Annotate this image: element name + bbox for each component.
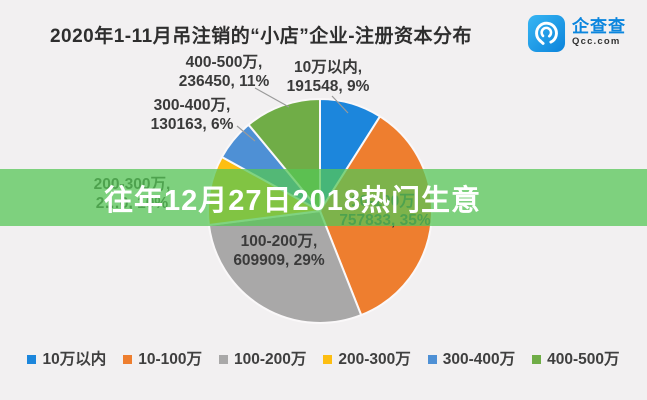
legend-marker <box>123 354 133 364</box>
slice-label-value: 609909, 29% <box>233 251 325 269</box>
slice-label-value: 236450, 11% <box>178 72 270 90</box>
legend-item-10-100万: 10-100万 <box>123 347 202 369</box>
legend-marker <box>27 354 37 364</box>
legend-item-300-400万: 300-400万 <box>427 347 516 369</box>
legend-marker <box>532 354 542 364</box>
slice-label-300-400: 300-400万, 130163, 6% <box>126 97 258 134</box>
legend-label: 200-300万 <box>338 351 411 368</box>
label-leader-line <box>236 125 256 142</box>
slice-label-value: 130163, 6% <box>150 115 234 133</box>
legend-item-400-500万: 400-500万 <box>532 347 620 369</box>
qcc-logo-icon <box>527 14 566 53</box>
slice-label-category: 10万以内, <box>293 59 363 76</box>
overlay-banner: 往年12月27日2018热门生意 <box>0 169 647 226</box>
legend-label: 10万以内 <box>42 351 107 368</box>
slice-label-100-200: 100-200万, 609909, 29% <box>213 233 345 270</box>
slice-label-category: 400-500万, <box>185 54 263 71</box>
qcc-watermark: 企查查 Qcc.com <box>527 14 626 53</box>
slice-label-value: 191548, 9% <box>286 77 370 95</box>
legend-item-100-200万: 100-200万 <box>218 347 307 369</box>
slice-label-category: 100-200万, <box>240 233 318 250</box>
legend-marker <box>323 354 333 364</box>
legend-label: 10-100万 <box>138 351 202 368</box>
label-leader-line <box>331 95 349 114</box>
qcc-domain: Qcc.com <box>572 36 621 47</box>
label-leader-line <box>254 87 290 108</box>
pie-slice-100-200万 <box>207 210 363 324</box>
legend-item-200-300万: 200-300万 <box>323 347 411 369</box>
slice-label-category: 300-400万, <box>153 97 231 114</box>
legend-item-10万以内: 10万以内 <box>27 347 106 369</box>
qcc-brand-name: 企查查 <box>572 17 626 36</box>
legend-label: 100-200万 <box>233 351 307 368</box>
legend-label: 300-400万 <box>442 351 516 368</box>
overlay-banner-text: 往年12月27日2018热门生意 <box>104 184 482 217</box>
chart-legend: 10万以内 10-100万 100-200万 200-300万 300-400万 400-… <box>0 347 647 369</box>
slice-label-0-10wan: 10万以内, 191548, 9% <box>262 59 394 96</box>
qcc-watermark-text: 企查查 Qcc.com <box>572 14 626 48</box>
legend-label: 400-500万 <box>547 351 620 368</box>
legend-marker <box>427 354 437 364</box>
legend-marker <box>218 354 228 364</box>
slice-label-400-500: 400-500万, 236450, 11% <box>158 54 290 91</box>
chart-title: 2020年1-11月吊注销的“小店”企业-注册资本分布 <box>49 26 473 47</box>
